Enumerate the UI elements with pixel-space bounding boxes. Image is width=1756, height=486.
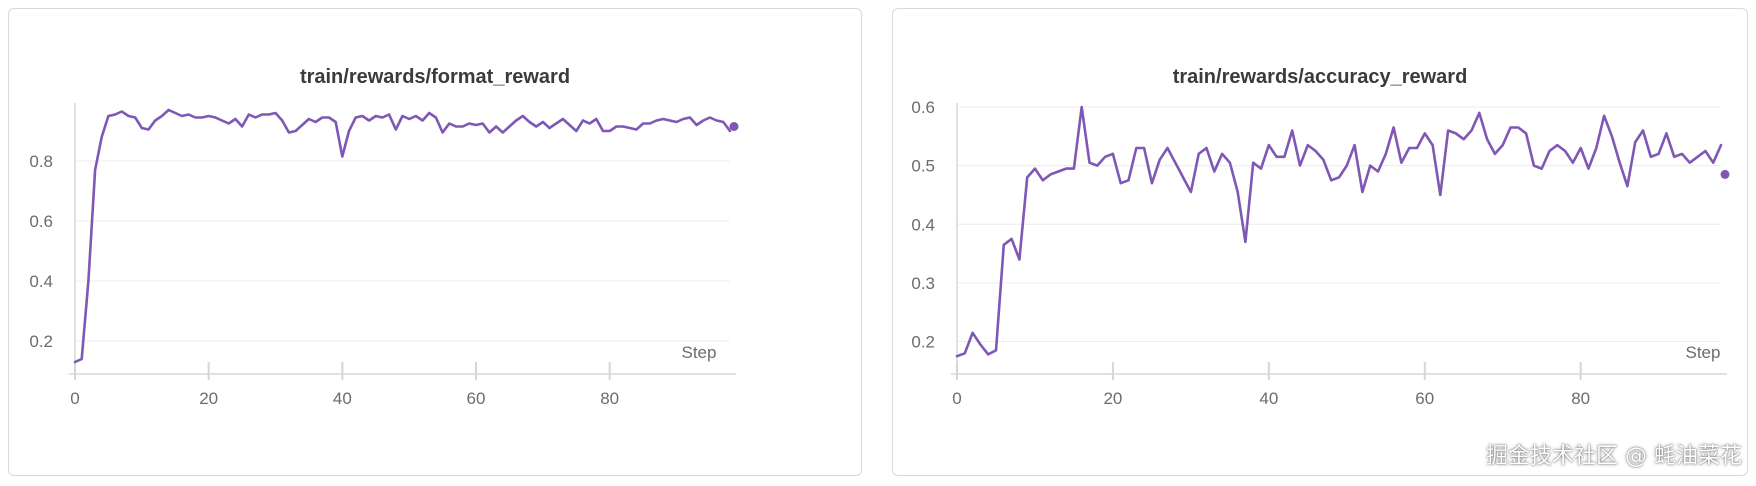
y-tick-label: 0.4 — [911, 215, 935, 234]
x-tick-label: 20 — [199, 389, 218, 408]
chart-svg-format-reward: train/rewards/format_reward 0.2 0.4 0.6 0.8 0… — [29, 66, 739, 408]
y-tick-label: 0.4 — [29, 272, 53, 291]
x-tick-label: 40 — [1259, 389, 1278, 408]
x-axis-label: Step — [682, 343, 717, 362]
y-tick-label: 0.2 — [911, 333, 935, 352]
y-tick-label: 0.6 — [911, 98, 935, 117]
watermark: 掘金技术社区 @ 蚝油菜花 — [1486, 444, 1742, 469]
series-end-point[interactable] — [1720, 169, 1730, 179]
x-tick-label: 80 — [1571, 389, 1590, 408]
x-tick-label: 60 — [1415, 389, 1434, 408]
x-tick-label: 0 — [70, 389, 79, 408]
x-tick-label: 40 — [333, 389, 352, 408]
x-axis-label: Step — [1686, 343, 1721, 362]
chart-title: train/rewards/accuracy_reward — [1173, 66, 1468, 88]
chart-panel-accuracy-reward: train/rewards/accuracy_reward 0.2 0.3 0.4 0.… — [892, 8, 1748, 476]
x-tick-label: 20 — [1103, 389, 1122, 408]
series-line — [955, 105, 1723, 358]
chart-svg-accuracy-reward: train/rewards/accuracy_reward 0.2 0.3 0.4 0.… — [911, 66, 1730, 408]
x-tick-label: 60 — [467, 389, 486, 408]
series-line — [73, 108, 732, 364]
x-tick-label: 0 — [952, 389, 961, 408]
chart-panel-format-reward: train/rewards/format_reward 0.2 0.4 0.6 0.8 0… — [8, 8, 862, 476]
y-tick-label: 0.3 — [911, 274, 935, 293]
y-tick-label: 0.8 — [29, 152, 53, 171]
series-end-point[interactable] — [729, 122, 739, 131]
y-tick-label: 0.5 — [911, 157, 935, 176]
y-tick-label: 0.2 — [29, 332, 53, 351]
chart-title: train/rewards/format_reward — [300, 66, 570, 88]
x-tick-label: 80 — [600, 389, 619, 408]
y-tick-label: 0.6 — [29, 212, 53, 231]
